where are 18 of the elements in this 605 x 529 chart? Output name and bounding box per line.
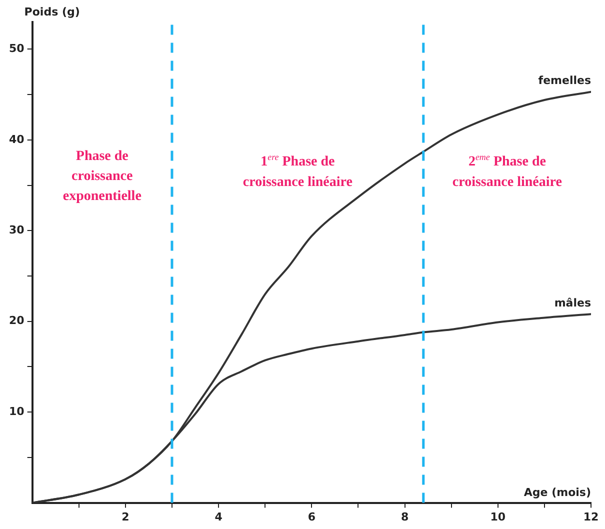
y-tick-label: 50 (8, 42, 25, 56)
annotation: Phase de croissance exponentielle (62, 148, 142, 206)
x-tick-label: 12 (583, 510, 599, 524)
y-tick-label: 40 (8, 132, 25, 146)
x-tick-label: 2 (122, 510, 130, 524)
y-tick-label: 30 (8, 224, 25, 237)
x-tick-label: 10 (490, 510, 506, 524)
annotation: 2$^{eme}$ Phase de croissance linéaire (451, 151, 563, 192)
annotation: 1$^{ere}$ Phase de croissance linéaire (242, 151, 354, 192)
series-label: mâles (554, 296, 592, 310)
y-tick-label: 10 (8, 404, 25, 418)
x-tick-label: 6 (308, 510, 316, 524)
x-tick-label: 8 (400, 510, 409, 524)
x-axis-title: Age (mois) (524, 486, 591, 500)
y-axis-title: Poids (g) (24, 5, 80, 18)
y-tick-label: 20 (8, 314, 25, 328)
x-tick-label: 4 (214, 510, 223, 524)
series-label: femelles (538, 74, 592, 88)
